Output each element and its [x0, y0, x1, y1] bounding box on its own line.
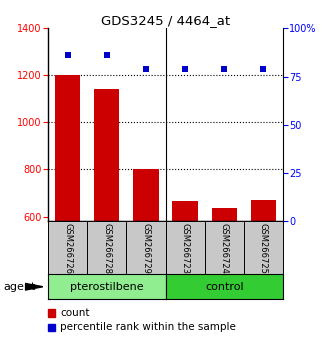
Text: agent: agent	[3, 282, 36, 292]
Bar	[172, 201, 198, 354]
Text: pterostilbene: pterostilbene	[70, 282, 144, 292]
Text: GSM266724: GSM266724	[220, 223, 229, 274]
Point	[65, 52, 70, 58]
Text: percentile rank within the sample: percentile rank within the sample	[60, 322, 236, 332]
Text: GSM266729: GSM266729	[141, 223, 150, 274]
Text: GSM266725: GSM266725	[259, 223, 268, 274]
Text: control: control	[205, 282, 244, 292]
Bar	[94, 90, 119, 354]
Text: count: count	[60, 308, 90, 318]
Text: GSM266728: GSM266728	[102, 223, 111, 274]
Point	[261, 66, 266, 72]
Bar	[212, 208, 237, 354]
Point	[182, 66, 188, 72]
Text: GDS3245 / 4464_at: GDS3245 / 4464_at	[101, 14, 230, 27]
Bar	[55, 75, 80, 354]
Bar	[251, 200, 276, 354]
Point	[222, 66, 227, 72]
Bar	[133, 170, 159, 354]
Point	[143, 66, 149, 72]
Text: GSM266726: GSM266726	[63, 223, 72, 274]
Text: GSM266723: GSM266723	[181, 223, 190, 274]
Polygon shape	[25, 283, 43, 290]
Point	[104, 52, 109, 58]
